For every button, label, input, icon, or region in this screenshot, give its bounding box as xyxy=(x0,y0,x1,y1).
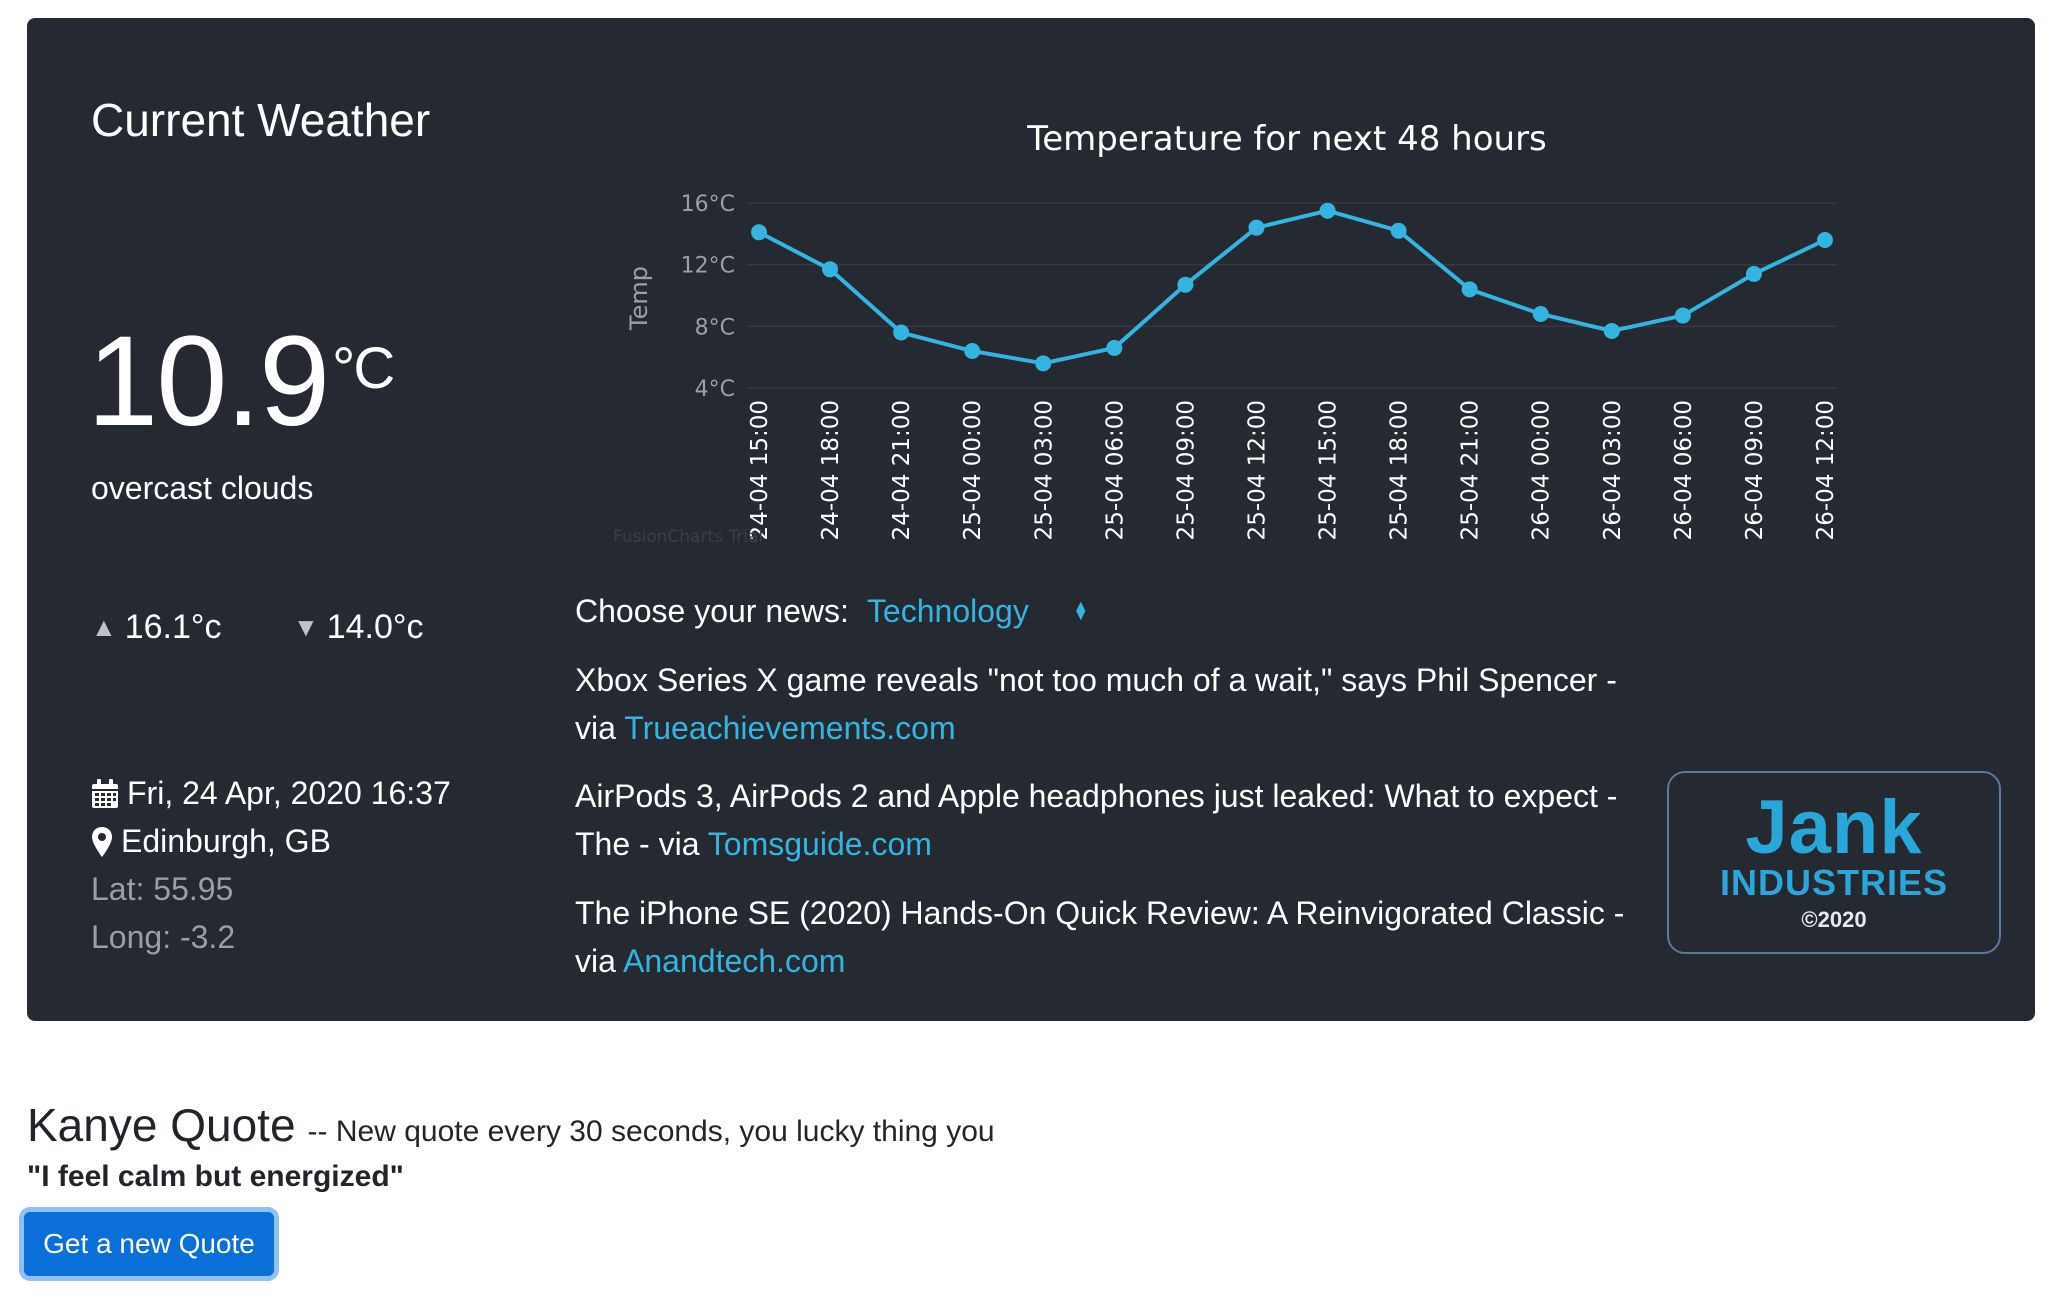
chart-x-tick-label: 25-04 06:00 xyxy=(1102,400,1128,540)
news-headline: Xbox Series X game reveals "not too much… xyxy=(575,662,1617,698)
chart-y-tick-label: 16°C xyxy=(681,192,735,217)
latitude: Lat: 55.95 xyxy=(91,871,234,907)
news-label: Choose your news: xyxy=(575,593,849,629)
temperature-chart-svg: Temperature for next 48 hours Temp 4°C 8°… xyxy=(613,119,1839,547)
news-source-link[interactable]: Tomsguide.com xyxy=(707,826,932,862)
location-row: Edinburgh, GB xyxy=(91,823,331,860)
get-new-quote-button[interactable]: Get a new Quote xyxy=(24,1212,274,1276)
news-selector-row: Choose your news: Technology ▲ ▼ xyxy=(575,593,1089,630)
temperature-chart: Temperature for next 48 hours Temp 4°C 8°… xyxy=(587,108,1867,568)
chart-point[interactable] xyxy=(751,224,767,241)
chart-point[interactable] xyxy=(1461,281,1478,298)
chart-point[interactable] xyxy=(1817,232,1833,248)
quote-subtitle: -- New quote every 30 seconds, you lucky… xyxy=(307,1115,995,1148)
chart-x-tick-label: 24-04 15:00 xyxy=(747,400,773,540)
chart-point[interactable] xyxy=(1319,202,1336,219)
jank-industries-logo: Jank INDUSTRIES ©2020 xyxy=(1667,771,2001,954)
news-headline: The iPhone SE (2020) Hands-On Quick Revi… xyxy=(575,895,1625,931)
current-temperature: 10.9°C xyxy=(87,318,395,446)
chart-x-tick-label: 25-04 18:00 xyxy=(1387,400,1413,540)
chart-x-tick-label: 26-04 00:00 xyxy=(1529,400,1555,540)
chart-title: Temperature for next 48 hours xyxy=(1026,119,1547,159)
temperature-value: 10.9 xyxy=(87,310,330,453)
chart-x-tick-label: 26-04 12:00 xyxy=(1813,400,1839,540)
map-pin-icon xyxy=(91,826,113,858)
chart-watermark: FusionCharts Trial xyxy=(613,527,763,547)
max-temperature: ▲ 16.1°c xyxy=(91,608,222,647)
quote-heading: Kanye Quote -- New quote every 30 second… xyxy=(27,1098,995,1152)
chart-x-tick-label: 25-04 09:00 xyxy=(1173,400,1199,540)
chart-x-tick-label: 26-04 06:00 xyxy=(1671,400,1697,540)
logo-copyright: ©2020 xyxy=(1801,906,1867,932)
news-category-value: Technology xyxy=(866,593,1029,629)
news-category-select[interactable]: Technology ▲ ▼ xyxy=(867,593,1089,630)
logo-industries-text: INDUSTRIES xyxy=(1719,861,1949,903)
news-prefix: via xyxy=(575,943,616,979)
news-prefix: via xyxy=(575,710,616,746)
chart-y-axis-label: Temp xyxy=(625,266,653,331)
chart-point[interactable] xyxy=(822,261,839,278)
news-headline: AirPods 3, AirPods 2 and Apple headphone… xyxy=(575,778,1618,814)
weather-card: Current Weather 10.9°C overcast clouds ▲… xyxy=(27,18,2035,1021)
max-temperature-value: 16.1°c xyxy=(124,608,222,646)
chart-x-tick-label: 24-04 21:00 xyxy=(889,400,915,540)
chart-x-tick-label: 25-04 03:00 xyxy=(1031,400,1057,540)
chart-x-tick-label: 25-04 12:00 xyxy=(1244,400,1270,540)
chart-point[interactable] xyxy=(1390,222,1407,239)
date-time: Fri, 24 Apr, 2020 16:37 xyxy=(127,775,451,811)
weather-title: Current Weather xyxy=(91,94,431,146)
news-prefix: The - via xyxy=(575,826,700,862)
min-temperature: ▼ 14.0°c xyxy=(293,608,424,647)
chart-y-tick-label: 4°C xyxy=(695,377,735,402)
quote-text: "I feel calm but energized" xyxy=(27,1160,404,1193)
chart-point[interactable] xyxy=(1532,306,1549,322)
select-arrows-icon: ▲ ▼ xyxy=(1072,597,1089,624)
chart-y-tick-label: 12°C xyxy=(681,254,735,279)
location-name: Edinburgh, GB xyxy=(121,823,331,859)
chart-x-tick-label: 26-04 03:00 xyxy=(1600,400,1626,540)
news-item: Xbox Series X game reveals "not too much… xyxy=(575,656,1625,752)
temperature-unit: °C xyxy=(332,336,395,401)
calendar-icon xyxy=(91,778,119,809)
chart-x-tick-label: 25-04 21:00 xyxy=(1458,400,1484,540)
chart-point[interactable] xyxy=(1106,339,1123,356)
chart-point[interactable] xyxy=(964,343,981,359)
chart-point[interactable] xyxy=(1674,307,1691,324)
chart-x-tick-label: 24-04 18:00 xyxy=(818,400,844,540)
chart-point[interactable] xyxy=(1177,276,1194,293)
date-row: Fri, 24 Apr, 2020 16:37 xyxy=(91,775,451,812)
chart-point[interactable] xyxy=(1603,322,1620,339)
min-temperature-value: 14.0°c xyxy=(326,608,424,646)
chart-point[interactable] xyxy=(1035,355,1052,372)
news-item: AirPods 3, AirPods 2 and Apple headphone… xyxy=(575,772,1625,868)
quote-title: Kanye Quote xyxy=(27,1099,296,1151)
chart-x-tick-label: 26-04 09:00 xyxy=(1742,400,1768,540)
chart-x-tick-label: 25-04 15:00 xyxy=(1316,400,1342,540)
chart-point[interactable] xyxy=(1248,219,1265,236)
longitude: Long: -3.2 xyxy=(91,919,236,955)
chart-x-tick-label: 25-04 00:00 xyxy=(960,400,986,540)
news-source-link[interactable]: Trueachievements.com xyxy=(624,710,956,746)
news-source-link[interactable]: Anandtech.com xyxy=(623,943,846,979)
weather-description: overcast clouds xyxy=(91,470,314,506)
chart-y-tick-label: 8°C xyxy=(695,315,735,340)
chart-point[interactable] xyxy=(893,324,910,341)
chart-point[interactable] xyxy=(1745,265,1762,282)
chart-series-line xyxy=(758,208,1826,366)
triangle-up-icon: ▲ xyxy=(91,612,117,642)
logo-jank-text: Jank xyxy=(1745,785,1923,871)
triangle-down-icon: ▼ xyxy=(293,612,319,642)
news-item: The iPhone SE (2020) Hands-On Quick Revi… xyxy=(575,889,1625,985)
